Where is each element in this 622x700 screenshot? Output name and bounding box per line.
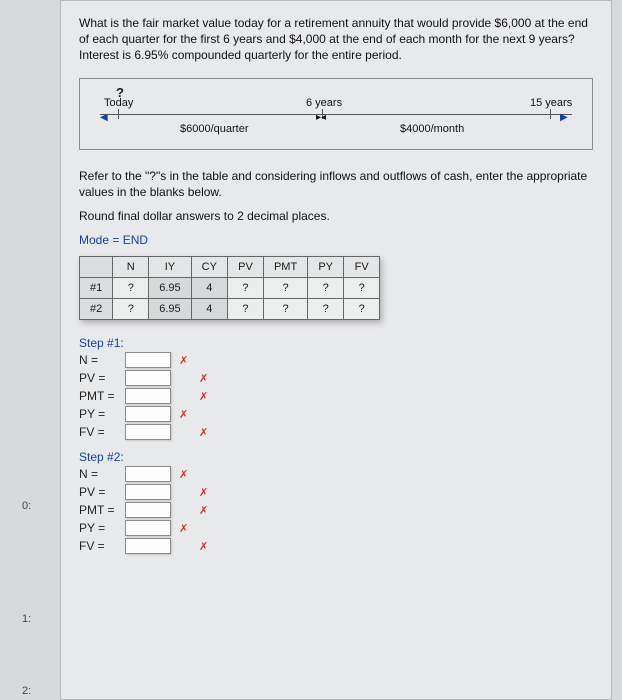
field-row: PMT = ✗ — [79, 388, 593, 404]
cell: 6.95 — [149, 278, 191, 299]
arrow-right-icon: ▶ — [560, 112, 568, 123]
field-label: PMT = — [79, 503, 119, 517]
field-row: PY = ✗ — [79, 520, 593, 536]
cell: ? — [263, 299, 307, 320]
seg1-label: $6000/quarter — [180, 123, 249, 135]
arrow-mid-icon: ▸◂ — [316, 112, 326, 123]
side-label-1: 1: — [22, 613, 31, 625]
table-row: #2 ? 6.95 4 ? ? ? ? — [80, 299, 380, 320]
page-card: What is the fair market value today for … — [60, 0, 612, 700]
field-row: FV = ✗ — [79, 424, 593, 440]
field-row: PY = ✗ — [79, 406, 593, 422]
th-py: PY — [308, 257, 344, 278]
fv-input[interactable] — [125, 424, 171, 440]
cell: ? — [227, 299, 263, 320]
field-label: PY = — [79, 521, 119, 535]
side-label-0: 0: — [22, 500, 31, 512]
instruction-line1: Refer to the "?"s in the table and consi… — [79, 168, 593, 200]
field-label: PY = — [79, 407, 119, 421]
th-pv: PV — [227, 257, 263, 278]
status-icon: ✗ — [179, 408, 188, 421]
mode-line: Mode = END — [79, 232, 593, 248]
field-row: PV = ✗ — [79, 484, 593, 500]
py-input[interactable] — [125, 406, 171, 422]
label-today: Today — [104, 97, 133, 109]
status-icon: ✗ — [199, 540, 208, 553]
row2-hdr: #2 — [80, 299, 113, 320]
n-input-2[interactable] — [125, 466, 171, 482]
field-label: FV = — [79, 425, 119, 439]
field-row: N = ✗ — [79, 352, 593, 368]
row1-hdr: #1 — [80, 278, 113, 299]
instruction-line2: Round final dollar answers to 2 decimal … — [79, 208, 593, 224]
cell: 4 — [191, 278, 227, 299]
cell: ? — [113, 299, 149, 320]
cell: ? — [344, 278, 380, 299]
cell: 4 — [191, 299, 227, 320]
field-row: PMT = ✗ — [79, 502, 593, 518]
field-row: FV = ✗ — [79, 538, 593, 554]
tick-today — [118, 109, 119, 119]
step1-title: Step #1: — [79, 336, 593, 350]
status-icon: ✗ — [179, 468, 188, 481]
steps-block: Step #1: N = ✗ PV = ✗ PMT = ✗ PY = ✗ FV … — [79, 336, 593, 554]
tvm-table: N IY CY PV PMT PY FV #1 ? 6.95 4 ? ? ? ?… — [79, 256, 380, 320]
th-cy: CY — [191, 257, 227, 278]
pmt-input[interactable] — [125, 388, 171, 404]
cell: 6.95 — [149, 299, 191, 320]
pv-input-2[interactable] — [125, 484, 171, 500]
instructions-block: Refer to the "?"s in the table and consi… — [79, 168, 593, 249]
th-pmt: PMT — [263, 257, 307, 278]
th-fv: FV — [344, 257, 380, 278]
cell: ? — [263, 278, 307, 299]
field-label: N = — [79, 353, 119, 367]
field-label: PMT = — [79, 389, 119, 403]
table-header-row: N IY CY PV PMT PY FV — [80, 257, 380, 278]
status-icon: ✗ — [199, 504, 208, 517]
cell: ? — [227, 278, 263, 299]
table-row: #1 ? 6.95 4 ? ? ? ? — [80, 278, 380, 299]
label-6yr: 6 years — [306, 97, 342, 109]
seg2-label: $4000/month — [400, 123, 464, 135]
cell: ? — [344, 299, 380, 320]
th-n: N — [113, 257, 149, 278]
py-input-2[interactable] — [125, 520, 171, 536]
cell: ? — [113, 278, 149, 299]
status-icon: ✗ — [179, 522, 188, 535]
field-label: PV = — [79, 485, 119, 499]
pmt-input-2[interactable] — [125, 502, 171, 518]
status-icon: ✗ — [179, 354, 188, 367]
status-icon: ✗ — [199, 426, 208, 439]
n-input[interactable] — [125, 352, 171, 368]
th-blank — [80, 257, 113, 278]
problem-text: What is the fair market value today for … — [79, 15, 593, 64]
status-icon: ✗ — [199, 372, 208, 385]
field-row: PV = ✗ — [79, 370, 593, 386]
label-15yr: 15 years — [530, 97, 572, 109]
field-label: FV = — [79, 539, 119, 553]
status-icon: ✗ — [199, 486, 208, 499]
step2-title: Step #2: — [79, 450, 593, 464]
tick-15yr — [550, 109, 551, 119]
cell: ? — [308, 299, 344, 320]
fv-input-2[interactable] — [125, 538, 171, 554]
timeline-axis — [100, 114, 572, 115]
field-label: N = — [79, 467, 119, 481]
pv-input[interactable] — [125, 370, 171, 386]
side-label-2: 2: — [22, 685, 31, 697]
status-icon: ✗ — [199, 390, 208, 403]
field-row: N = ✗ — [79, 466, 593, 482]
th-iy: IY — [149, 257, 191, 278]
timeline-diagram: ? ◀ Today 6 years 15 years ▸◂ ▶ $6000/qu… — [79, 78, 593, 150]
cell: ? — [308, 278, 344, 299]
field-label: PV = — [79, 371, 119, 385]
